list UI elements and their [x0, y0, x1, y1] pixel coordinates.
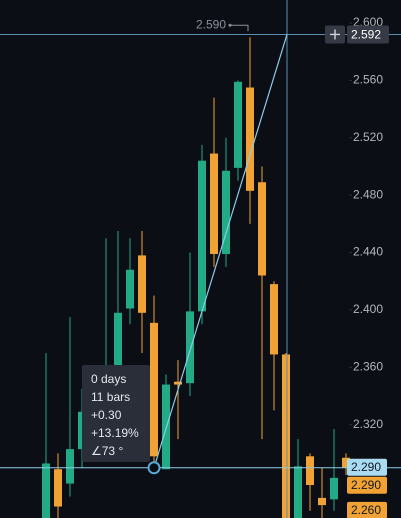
plus-icon — [330, 29, 340, 40]
candle-body — [294, 466, 302, 518]
candle-body — [330, 477, 338, 500]
candle-body — [282, 354, 290, 518]
candle-body — [186, 311, 194, 384]
candle-body — [258, 182, 266, 276]
candle-body — [246, 87, 254, 191]
marker-dot — [228, 23, 232, 27]
candle-body — [42, 463, 50, 518]
candle-body — [318, 497, 326, 506]
candle-body — [210, 153, 218, 254]
price-tag-label: 2.290 — [351, 478, 381, 492]
tooltip-line: 0 days — [91, 372, 126, 386]
crosshair-tag — [347, 25, 389, 44]
price-tag — [347, 458, 387, 476]
tooltip-line: +0.30 — [91, 408, 122, 422]
candle-body — [270, 284, 278, 355]
y-tick-label: 2.520 — [353, 130, 383, 144]
crosshair-label: 2.592 — [351, 28, 381, 42]
y-tick-label: 2.440 — [353, 245, 383, 259]
candle-body — [54, 469, 62, 507]
y-tick-label: 2.400 — [353, 302, 383, 316]
y-tick-label: 2.560 — [353, 73, 383, 87]
tooltip-line: +13.19% — [91, 426, 139, 440]
y-tick-label: 2.360 — [353, 360, 383, 374]
candle-body — [174, 381, 182, 385]
candle-body — [234, 81, 242, 168]
candle-body — [150, 322, 158, 457]
price-tag — [347, 476, 387, 494]
candle-body — [126, 269, 134, 309]
candle-body — [306, 456, 314, 485]
tooltip-line: ∠73 ° — [91, 444, 123, 458]
y-tick-label: 2.320 — [353, 417, 383, 431]
trend-anchor — [147, 461, 161, 475]
marker-bracket — [230, 24, 249, 32]
trend-line — [153, 34, 288, 468]
tooltip-box — [82, 365, 150, 462]
tooltip-line: 11 bars — [91, 390, 130, 404]
price-tag-label: 2.290 — [351, 460, 381, 474]
candle-body — [66, 449, 74, 484]
price-tag — [347, 501, 387, 518]
candle-body — [138, 255, 146, 313]
marker-label: 2.590 — [196, 17, 226, 31]
candle-body — [222, 170, 230, 254]
candle-body — [342, 457, 350, 468]
candle-body — [198, 160, 206, 312]
plus-button[interactable] — [325, 25, 345, 44]
y-tick-label: 2.480 — [353, 187, 383, 201]
candle-body — [114, 312, 122, 366]
price-tag-label: 2.260 — [351, 503, 381, 517]
